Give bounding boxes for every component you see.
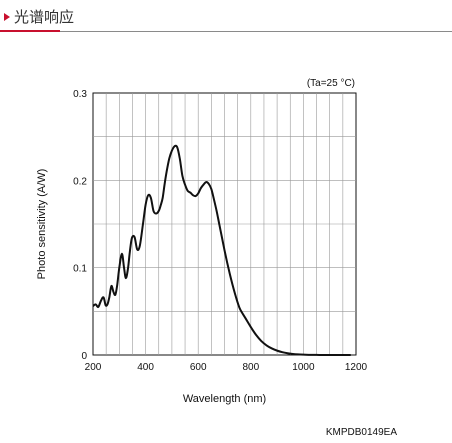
x-tick-label: 1200	[345, 362, 368, 373]
triangle-marker-icon	[4, 13, 10, 21]
y-tick-label: 0.3	[73, 89, 87, 100]
x-tick-label: 200	[85, 362, 102, 373]
sensitivity-curve	[92, 144, 351, 356]
figure-code: KMPDB0149EA	[326, 427, 397, 438]
x-axis-label: Wavelength (nm)	[183, 393, 266, 405]
y-tick-label: 0.1	[73, 264, 87, 275]
section-title: 光谱响应	[14, 8, 75, 26]
section-header: 光谱响应	[0, 0, 452, 34]
y-tick-label: 0	[81, 351, 87, 362]
x-tick-label: 600	[190, 362, 207, 373]
x-axis-ticks: 200 400 600 800 1000 1200	[85, 362, 368, 373]
temperature-annotation: (Ta=25 °C)	[307, 78, 355, 89]
x-tick-label: 800	[242, 362, 259, 373]
header-accent-divider	[0, 30, 60, 32]
y-tick-label: 0.2	[73, 176, 87, 187]
y-axis-ticks: 0 0.1 0.2 0.3	[73, 89, 87, 362]
y-axis-label: Photo sensitivity (A/W)	[36, 169, 48, 280]
x-tick-label: 1000	[292, 362, 315, 373]
header-divider	[0, 31, 452, 32]
x-tick-label: 400	[137, 362, 154, 373]
grid	[93, 93, 356, 355]
